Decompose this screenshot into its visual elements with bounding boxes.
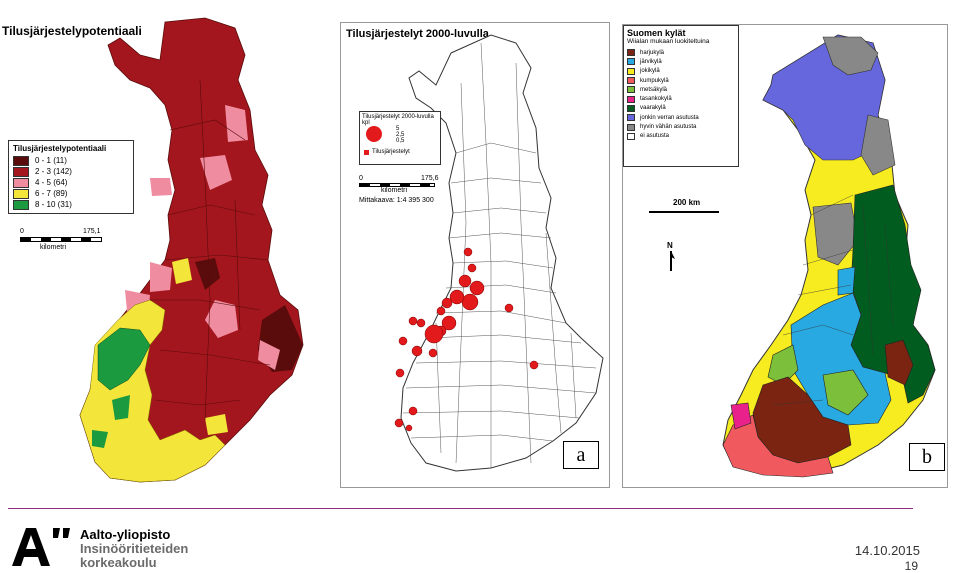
map2-inset-legend: Tilusjärjestelyt 2000-luvulla kpl 5 2,5 … — [359, 111, 441, 165]
map1-title: Tilusjärjestelypotentiaali — [2, 24, 142, 38]
map2-inset-value: 2,5 — [396, 132, 405, 138]
map3-scale-text: 200 km — [673, 198, 701, 207]
north-label: N — [667, 241, 673, 250]
country-outline — [400, 34, 604, 472]
map3-legend-item: järvikylä — [627, 57, 735, 66]
region-kumpukyla — [722, 414, 834, 478]
map2-scale-left: 0 — [359, 175, 363, 182]
region-very-little-settlement — [822, 36, 879, 76]
map1-scale-unit: kilometri — [40, 244, 67, 251]
map2-inset-value: 0,5 — [396, 138, 405, 144]
map3-legend-item: vaarakylä — [627, 104, 735, 113]
map2-title: Tilusjärjestelyt 2000-luvulla — [346, 28, 489, 40]
region-metsakyla — [767, 344, 799, 386]
map3-legend-item: jokikylä — [627, 67, 735, 76]
inset-square — [364, 150, 369, 155]
map1-legend-item: 6 - 7 (89) — [13, 188, 129, 199]
university-name: Aalto-yliopisto — [80, 527, 171, 542]
map3-legend-item: tasankokylä — [627, 94, 735, 103]
map3-legend: Suomen kylät Wiialan mukaan luokiteltuin… — [623, 25, 739, 167]
map3-legend-item: metsäkylä — [627, 85, 735, 94]
map1-scale-right: 175,1 — [83, 228, 101, 235]
map3-legend-item: kumpukylä — [627, 76, 735, 85]
map2-box-label: a — [563, 441, 599, 469]
map2-inset-note: Tilusjärjestelyt — [372, 149, 410, 155]
slide-date: 14.10.2015 — [854, 543, 920, 558]
map2-scale-bar — [359, 183, 435, 187]
finland-consolidations-map — [394, 34, 604, 472]
consolidation-dots — [394, 247, 539, 432]
region-green — [97, 327, 151, 391]
map1-legend-item: 0 - 1 (11) — [13, 155, 129, 166]
map3-scale-bar — [649, 211, 719, 213]
map-panel-consolidations: Tilusjärjestelyt 2000-luvulla — [340, 22, 610, 488]
footer-divider — [8, 508, 913, 509]
map-panel-villages: Suomen kylät Wiialan mukaan luokiteltuin… — [622, 24, 948, 488]
school-line1: Insinööritieteiden — [80, 541, 189, 556]
map1-scale-bar — [20, 237, 102, 242]
map1-scale-left: 0 — [20, 228, 24, 235]
map3-box-label: b — [909, 443, 945, 471]
map1-legend: Tilusjärjestelypotentiaali 0 - 1 (11) 2 … — [8, 140, 134, 214]
region-pink — [225, 105, 248, 142]
region-tasankokyla — [730, 402, 752, 430]
map3-legend-item: harjukylä — [627, 48, 735, 57]
map2-inset-value: 5 — [396, 126, 400, 132]
inset-symbol — [366, 126, 382, 142]
finland-potential-map — [79, 17, 304, 483]
map2-scale-unit: kilometri — [381, 187, 408, 194]
map3-subtitle: Wiialan mukaan luokiteltuina — [627, 38, 710, 45]
finland-villages-map — [722, 34, 936, 478]
map3-legend-item: hyvin vähän asutusta — [627, 122, 735, 131]
map1-legend-item: 4 - 5 (64) — [13, 177, 129, 188]
north-arrow-icon — [670, 251, 675, 271]
map3-legend-item: ei asutusta — [627, 132, 735, 141]
map-panel-potential: Tilusjärjestelypotentiaali — [0, 0, 320, 500]
map2-inset-title: Tilusjärjestelyt 2000-luvulla kpl — [362, 114, 434, 126]
map2-scale-ratio: Mittakaava: 1:4 395 300 — [359, 197, 434, 204]
slide-number: 19 — [904, 559, 918, 573]
map2-scale-right: 175,6 — [421, 175, 439, 182]
map1-legend-title: Tilusjärjestelypotentiaali — [13, 144, 107, 153]
map3-title: Suomen kylät — [627, 28, 686, 38]
school-line2: korkeakoulu — [80, 555, 157, 570]
map1-legend-item: 8 - 10 (31) — [13, 199, 129, 210]
aalto-logo-icon — [12, 528, 70, 566]
map3-legend-item: jonkin verran asutusta — [627, 113, 735, 122]
map1-legend-item: 2 - 3 (142) — [13, 166, 129, 177]
